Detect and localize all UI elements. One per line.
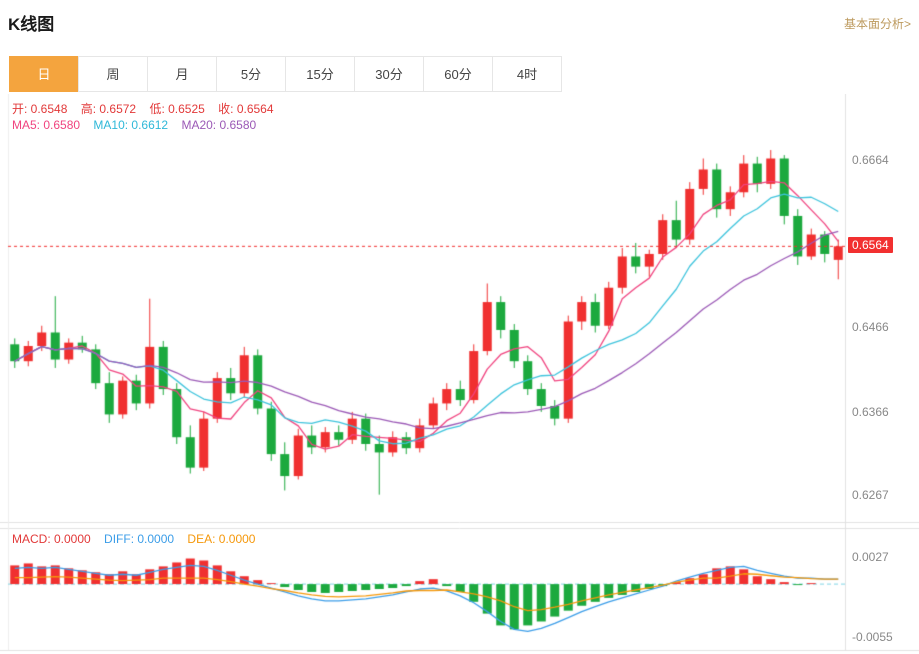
macd-axis-label-bottom: -0.0055 [852, 630, 893, 644]
macd-legend: MACD: 0.0000 DIFF: 0.0000 DEA: 0.0000 [12, 532, 265, 546]
ohlc-legend: 开: 0.6548 高: 0.6572 低: 0.6525 收: 0.6564 [12, 100, 284, 117]
low-value: 低: 0.6525 [149, 102, 205, 116]
diff-value: DIFF: 0.0000 [104, 532, 175, 546]
y-axis-label-3: 0.6366 [852, 405, 889, 419]
ma5-value: MA5: 0.6580 [12, 118, 81, 132]
tab-5min[interactable]: 5分 [216, 56, 286, 92]
y-axis-label-4: 0.6267 [852, 488, 889, 502]
kline-chart: 开: 0.6548 高: 0.6572 低: 0.6525 收: 0.6564 … [0, 94, 919, 654]
current-price-badge: 0.6564 [848, 237, 893, 253]
tab-week[interactable]: 周 [78, 56, 148, 92]
ma-legend: MA5: 0.6580 MA10: 0.6612 MA20: 0.6580 [12, 118, 266, 132]
ma10-value: MA10: 0.6612 [93, 118, 169, 132]
tab-day[interactable]: 日 [9, 56, 79, 92]
macd-axis-label-top: 0.0027 [852, 550, 889, 564]
ma20-value: MA20: 0.6580 [181, 118, 257, 132]
tab-4hour[interactable]: 4时 [492, 56, 562, 92]
tab-month[interactable]: 月 [147, 56, 217, 92]
y-axis-label-1: 0.6664 [852, 153, 889, 167]
tab-30min[interactable]: 30分 [354, 56, 424, 92]
y-axis-label-2: 0.6466 [852, 320, 889, 334]
macd-value: MACD: 0.0000 [12, 532, 91, 546]
page-title: K线图 [8, 15, 55, 34]
tab-60min[interactable]: 60分 [423, 56, 493, 92]
kline-chart-canvas[interactable] [0, 94, 919, 654]
dea-value: DEA: 0.0000 [187, 532, 256, 546]
fundamental-analysis-link[interactable]: 基本面分析> [843, 17, 911, 31]
tab-15min[interactable]: 15分 [285, 56, 355, 92]
timeframe-tabs: 日 周 月 5分 15分 30分 60分 4时 [9, 56, 562, 92]
high-value: 高: 0.6572 [80, 102, 137, 116]
close-value: 收: 0.6564 [218, 102, 274, 116]
open-value: 开: 0.6548 [12, 102, 68, 116]
